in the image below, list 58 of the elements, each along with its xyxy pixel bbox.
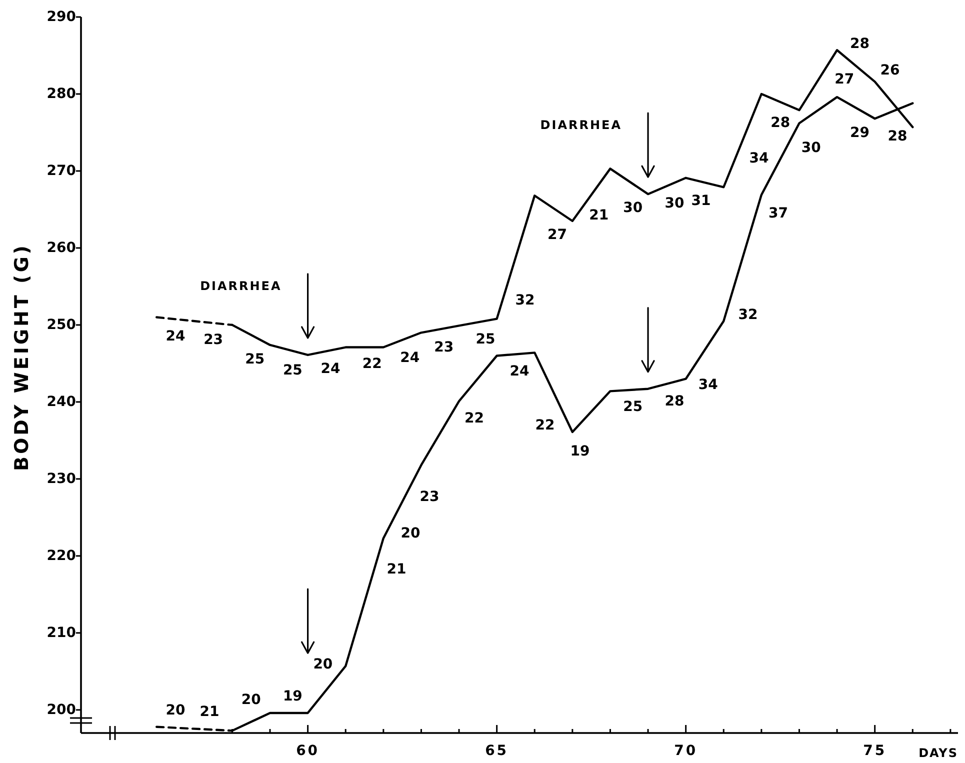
ref-line-label: DIARRHEA xyxy=(200,278,282,293)
annotation: 34 xyxy=(749,150,769,166)
annotation: 25 xyxy=(245,351,265,368)
y-tick-label: 270 xyxy=(46,162,76,179)
annotation: 22 xyxy=(535,417,555,434)
annotation: 24 xyxy=(510,364,530,380)
x-tick-label: 70 xyxy=(674,743,698,759)
annotation: 19 xyxy=(570,444,590,460)
y-tick-label: 220 xyxy=(46,548,76,564)
annotation: 23 xyxy=(204,332,224,348)
y-tick-label: 260 xyxy=(46,240,76,256)
annotation: 25 xyxy=(282,362,302,378)
annotation: 32 xyxy=(738,306,758,323)
annotation: 21 xyxy=(200,704,220,720)
annotation: 21 xyxy=(386,562,406,578)
annotation: 27 xyxy=(834,72,854,88)
annotation: 34 xyxy=(698,376,718,393)
annotation: 24 xyxy=(400,350,420,366)
annotation: 24 xyxy=(166,328,186,344)
annotation: 30 xyxy=(664,196,684,212)
annotation: 23 xyxy=(434,339,454,356)
annotation: 25 xyxy=(476,332,496,348)
annotation: 28 xyxy=(664,393,684,410)
annotation: 20 xyxy=(241,692,262,708)
x-tick-label: 75 xyxy=(863,743,887,759)
annotation: 29 xyxy=(850,124,870,141)
annotation: 19 xyxy=(282,688,302,704)
annotation: 20 xyxy=(166,702,186,719)
x-axis-title: DAYS xyxy=(918,746,958,760)
annotation: 28 xyxy=(850,36,870,52)
y-tick-label: 280 xyxy=(46,86,76,102)
y-axis-title: BODY WEIGHT (G) xyxy=(11,243,33,471)
ref-line-label: DIARRHEA xyxy=(540,118,622,132)
annotation: 25 xyxy=(623,398,643,415)
y-tick-label: 240 xyxy=(46,394,76,410)
annotation: 21 xyxy=(589,208,609,224)
y-tick-label: 230 xyxy=(46,470,76,487)
annotation: 37 xyxy=(768,205,788,222)
annotation: 22 xyxy=(464,410,484,427)
annotation: 31 xyxy=(691,192,711,209)
annotation: 30 xyxy=(801,140,822,156)
annotation: 22 xyxy=(362,356,382,372)
y-tick-label: 250 xyxy=(46,316,76,333)
y-tick-label: 290 xyxy=(46,9,76,25)
annotation: 32 xyxy=(515,292,535,308)
annotation: 20 xyxy=(313,656,333,673)
annotation: 30 xyxy=(623,200,643,216)
x-tick-label: 60 xyxy=(296,743,320,759)
x-tick-label: 65 xyxy=(485,743,509,759)
annotation: 23 xyxy=(420,488,440,505)
annotation: 26 xyxy=(880,62,900,79)
annotation: 27 xyxy=(548,226,568,243)
annotation: 28 xyxy=(888,128,908,144)
y-tick-label: 210 xyxy=(46,624,76,641)
annotation: 20 xyxy=(400,526,421,542)
annotation: 24 xyxy=(320,361,340,378)
y-tick-label: 200 xyxy=(46,702,76,718)
annotation: 28 xyxy=(770,114,790,131)
